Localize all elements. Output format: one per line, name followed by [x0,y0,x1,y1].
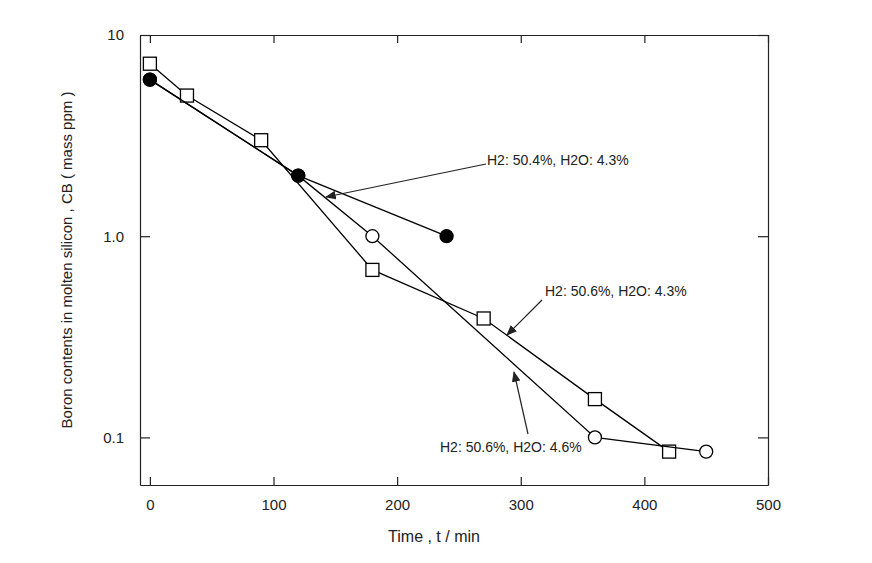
y-axis: 0.1 1.0 10 [103,26,150,485]
tick-mark [140,236,150,237]
series-label: H2: 50.4%, H2O: 4.3% [487,152,629,168]
tick-mark [150,35,151,43]
axis-line [140,36,141,486]
x-axis-title: Time , t / min [388,528,480,545]
axis-line [768,36,769,486]
tick-mark [644,477,645,485]
plot-area [143,57,712,458]
tick [274,35,275,43]
tick-mark [758,236,768,237]
tick-label: 400 [632,496,657,513]
tick-mark [140,35,150,36]
series-line [150,80,706,452]
tick [150,35,151,43]
tick [521,35,522,43]
tick-label: 500 [756,496,781,513]
tick-label: 100 [261,496,286,513]
tick-mark [644,35,645,43]
tick: 10 [107,26,150,43]
annotation-arrow [507,300,542,335]
tick-label: 200 [385,496,410,513]
tick [644,35,645,43]
annotations: H2: 50.4%, H2O: 4.3% H2: 50.6%, H2O: 4.3%… [326,152,687,455]
series-line [150,80,447,237]
marker [366,263,379,276]
tick-mark [397,35,398,43]
marker [700,445,713,458]
tick [758,437,768,438]
tick-label: 10 [107,26,124,43]
tick: 0.1 [103,429,150,446]
tick-label: 0.1 [103,429,124,446]
series-label: H2: 50.6%, H2O: 4.6% [440,439,582,455]
marker [143,73,156,86]
marker [292,169,305,182]
tick-mark [521,477,522,485]
y-axis-right [758,36,769,486]
series-line [150,64,669,452]
marker [292,169,305,182]
tick: 1.0 [103,228,150,245]
tick: 0 [146,477,154,513]
marker [143,73,156,86]
y-axis-title: Boron contents in molten silicon , CB ( … [58,92,75,429]
tick [758,35,768,36]
marker [588,431,601,444]
tick-label: 0 [146,496,154,513]
tick: 300 [509,477,534,513]
chart: 0 100 200 300 400 500 0.1 1.0 10 Time , t / min Bo… [0,0,872,563]
marker [366,230,379,243]
marker [255,134,268,147]
tick-label: 1.0 [103,228,124,245]
marker [143,57,156,70]
x-axis-top [141,35,769,43]
tick [397,35,398,43]
axis-line [141,35,769,36]
tick-mark [150,477,151,485]
series-label: H2: 50.6%, H2O: 4.3% [545,283,687,299]
marker [440,230,453,243]
tick-mark [273,35,274,43]
axis-line [141,485,769,486]
x-axis: 0 100 200 300 400 500 [141,477,782,513]
tick-mark [397,477,398,485]
tick: 100 [261,477,286,513]
tick-mark [758,437,768,438]
tick [758,236,768,237]
tick-mark [758,35,768,36]
marker [588,393,601,406]
marker [477,312,490,325]
tick: 400 [632,477,657,513]
tick-mark [273,477,274,485]
tick-mark [521,35,522,43]
tick: 200 [385,477,410,513]
tick-mark [140,437,150,438]
annotation-arrow [514,372,528,434]
annotation-arrow [326,164,486,197]
tick-label: 300 [509,496,534,513]
